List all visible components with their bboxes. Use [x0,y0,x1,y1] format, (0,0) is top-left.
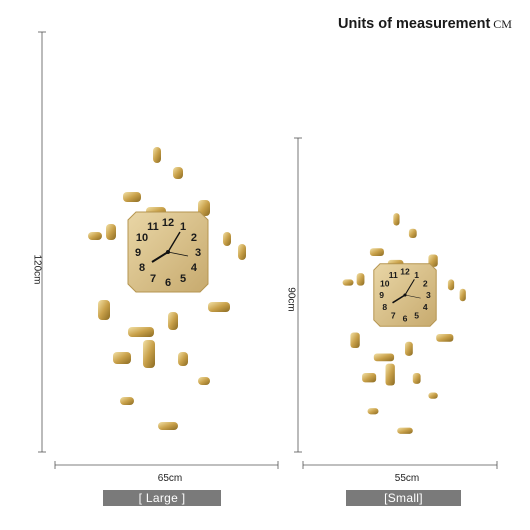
large-gold-plate [106,224,116,240]
small-second-hand [404,294,421,299]
small-clock-numeral: 1 [414,270,419,280]
units-heading-unit: CM [493,17,512,31]
small-clock-numeral: 11 [389,270,398,280]
small-clock-numeral: 7 [391,310,396,320]
small-gold-plate [342,279,354,286]
small-gold-plate [393,213,400,226]
small-gold-plate [428,392,438,399]
small-gold-plate [362,373,377,383]
small-gold-plate [385,363,395,386]
small-size-label: [Small] [346,490,461,506]
small-clock-numeral: 10 [380,278,390,288]
small-gold-plate [412,373,421,384]
small-center-pin [403,293,407,297]
small-clock-numeral: 12 [400,267,410,277]
large-gold-plate [120,397,134,405]
small-clock-numeral: 4 [423,302,428,312]
large-clock-numeral: 7 [150,273,156,285]
large-clock-numeral: 11 [147,221,159,233]
small-gold-plate [436,334,454,342]
large-gold-plate [178,352,188,366]
large-gold-plate [123,192,141,202]
small-hour-hand [392,294,406,304]
large-gold-plate [143,340,155,368]
small-gold-plate [350,332,360,349]
large-width-label: 65cm [157,473,183,484]
small-gold-plate [369,248,384,256]
large-height-dimension [38,31,46,453]
small-gold-plate [405,341,413,356]
large-center-pin [166,250,170,254]
small-width-dimension [302,461,498,469]
small-gold-plate [373,353,395,362]
large-second-hand [167,251,189,257]
small-minute-hand [404,279,415,296]
small-height-dimension [294,137,302,453]
small-gold-plate [367,408,379,415]
large-gold-plate [98,300,110,320]
small-clock-numeral: 9 [379,290,384,300]
large-gold-plate [238,244,246,260]
small-clock-numeral: 2 [423,278,428,288]
large-clock-numeral: 6 [165,277,171,289]
large-width-dimension [54,461,279,469]
large-gold-plate [198,200,210,216]
large-gold-plate [168,312,178,330]
large-gold-plate [208,302,230,312]
small-gold-plate [397,427,413,434]
large-clock-numeral: 3 [195,247,201,259]
large-clock-numeral: 8 [139,262,145,274]
small-gold-plate [408,228,417,239]
units-heading: Units of measurement CM [338,16,512,32]
large-gold-plate [198,377,210,385]
large-hour-hand [151,251,169,263]
small-clock-numeral: 6 [403,314,408,324]
large-clock-numeral: 4 [191,262,198,274]
small-clock-numeral: 8 [382,302,387,312]
small-clock-numeral: 3 [426,290,431,300]
large-clock-numeral: 5 [180,273,186,285]
large-gold-plate [223,232,231,246]
large-clock-numeral: 1 [180,221,186,233]
small-height-label: 90cm [285,287,297,312]
large-gold-plate [153,147,161,163]
small-gold-plate [459,288,466,302]
large-gold-plate [113,352,131,364]
small-gold-plate [428,254,438,267]
large-gold-plate [173,167,183,179]
large-clock-numeral: 10 [136,232,148,244]
large-minute-hand [167,231,181,253]
large-gold-plate [158,422,178,430]
large-clock-numeral: 2 [191,232,197,244]
large-size-label: [ Large ] [103,490,221,506]
large-clock-numeral: 12 [162,217,174,229]
small-gold-plate [447,279,455,291]
units-heading-text: Units of measurement [338,16,491,32]
large-clock-numeral: 9 [135,247,141,259]
small-width-label: 55cm [394,473,420,484]
small-gold-plate [356,273,365,286]
large-gold-plate [128,327,154,337]
large-height-label: 120cm [31,254,43,285]
small-clock-numeral: 5 [414,310,419,320]
large-gold-plate [88,232,102,240]
